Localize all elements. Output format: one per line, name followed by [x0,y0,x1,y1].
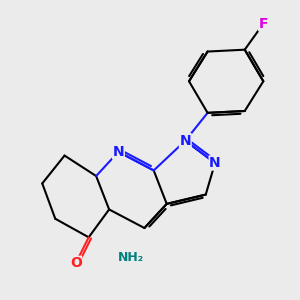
Text: O: O [70,256,82,270]
Text: N: N [179,134,191,148]
Text: N: N [112,145,124,159]
Text: NH₂: NH₂ [118,251,145,264]
Text: F: F [259,17,268,31]
Text: N: N [209,156,221,170]
